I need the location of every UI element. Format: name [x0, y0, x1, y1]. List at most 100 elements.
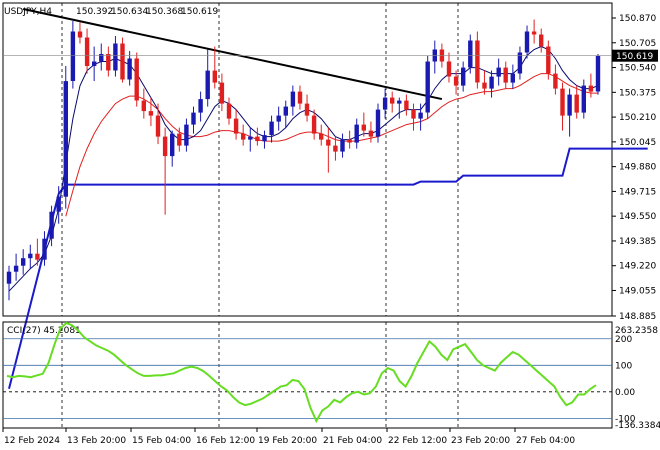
support-line [8, 147, 648, 390]
candle-body [269, 121, 274, 136]
candle-body [212, 70, 217, 83]
y-tick-label: 150.705 [619, 39, 656, 49]
candle-body [311, 115, 317, 134]
candle-body [517, 52, 523, 74]
candle-body [553, 73, 558, 89]
candle-body [326, 139, 331, 146]
candle-body [574, 94, 579, 113]
cci-tick-label: 200 [615, 335, 632, 345]
candle-body [489, 76, 494, 89]
ohlc-high: 150.634 [111, 7, 148, 17]
x-tick-label: 23 Feb 20:00 [451, 436, 510, 446]
candle-body [92, 61, 97, 66]
candle-body [162, 136, 168, 157]
x-tick-label: 27 Feb 04:00 [516, 436, 575, 446]
candle-body [418, 112, 423, 119]
candle-body [425, 61, 430, 113]
ohlc-open: 150.392 [76, 7, 113, 17]
y-tick-label: 150.210 [619, 113, 656, 123]
cci-line [6, 321, 597, 424]
candle-body [77, 31, 83, 38]
candle-body [361, 124, 366, 131]
candle-body [390, 97, 395, 104]
candle-body [35, 253, 40, 260]
y-tick-label: 150.870 [619, 14, 656, 24]
candle-body [319, 133, 324, 140]
cci-tick-label: -136.3384 [615, 421, 660, 431]
candle-body [205, 70, 210, 100]
y-tick-label: 150.045 [619, 138, 656, 148]
candle-body [13, 265, 19, 272]
cci-label: CCI(27) 45.2081 [7, 326, 81, 336]
candle-body [248, 136, 253, 140]
candle-body [177, 133, 182, 146]
candle-body [567, 94, 572, 116]
y-tick-label: 148.885 [619, 312, 656, 322]
candle-body [354, 124, 359, 143]
y-tick-label: 149.220 [619, 262, 656, 272]
trendline [22, 8, 443, 101]
cci-tick-label: 263.2358 [615, 326, 658, 336]
candle-body [198, 99, 203, 113]
candle-body [84, 37, 90, 66]
candle-body [262, 135, 267, 142]
x-tick-label: 12 Feb 2024 [4, 436, 60, 446]
candle-body [290, 91, 296, 107]
price-tag-box [612, 49, 658, 62]
candle-body [233, 118, 239, 134]
candle-body [404, 100, 409, 110]
ohlc-close: 150.619 [181, 7, 218, 17]
candle-body [482, 82, 487, 89]
candle-body [70, 31, 76, 81]
candle-body [475, 40, 480, 83]
candle-body [461, 67, 466, 86]
candle-body [283, 106, 288, 116]
candle-body [382, 97, 388, 110]
candle-body [546, 46, 551, 74]
price-tag-label: 150.619 [616, 52, 653, 62]
candle-body [510, 73, 515, 83]
candle-body [411, 109, 416, 119]
candle-body [368, 130, 374, 137]
candle-body [503, 67, 508, 83]
candle-body [106, 54, 111, 71]
candle-body [226, 103, 232, 119]
candle-body [127, 58, 132, 80]
candle-body [134, 58, 139, 101]
candle-body [99, 54, 104, 62]
candle-body [297, 91, 303, 104]
candle-body [524, 31, 530, 53]
candle-body [148, 111, 154, 116]
candle-body [113, 43, 118, 71]
candle-body [333, 145, 338, 152]
cci-tick-label: -100 [615, 414, 636, 424]
candle-body [496, 67, 501, 77]
candle-body [560, 88, 565, 116]
symbol-label: USDJPY,H4 [4, 7, 52, 17]
candle-body [581, 85, 586, 113]
y-tick-label: 150.375 [619, 88, 656, 98]
candle-body [531, 31, 537, 35]
price-frame [2, 2, 613, 317]
candle-body [453, 76, 459, 86]
candle-body [347, 139, 352, 143]
candle-body [255, 136, 260, 142]
candle-body [6, 271, 12, 284]
x-tick-label: 13 Feb 20:00 [67, 436, 126, 446]
candle-body [120, 43, 125, 80]
y-tick-label: 149.550 [619, 212, 656, 222]
price-panel: 150.870 150.705 150.540 150.375 150.210 150.0… [2, 2, 658, 390]
x-tick-label: 22 Feb 12:00 [388, 436, 447, 446]
candle-body [49, 211, 54, 239]
candle-body [539, 34, 544, 47]
candle-body [375, 109, 381, 137]
y-tick-label: 149.385 [619, 237, 656, 247]
moving-average-slow [65, 73, 598, 217]
x-tick-label: 15 Feb 04:00 [132, 436, 191, 446]
candle-body [219, 82, 225, 104]
ohlc-low: 150.368 [146, 7, 183, 17]
cci-tick-label: 0.00 [615, 388, 635, 398]
candle-body [241, 133, 246, 140]
